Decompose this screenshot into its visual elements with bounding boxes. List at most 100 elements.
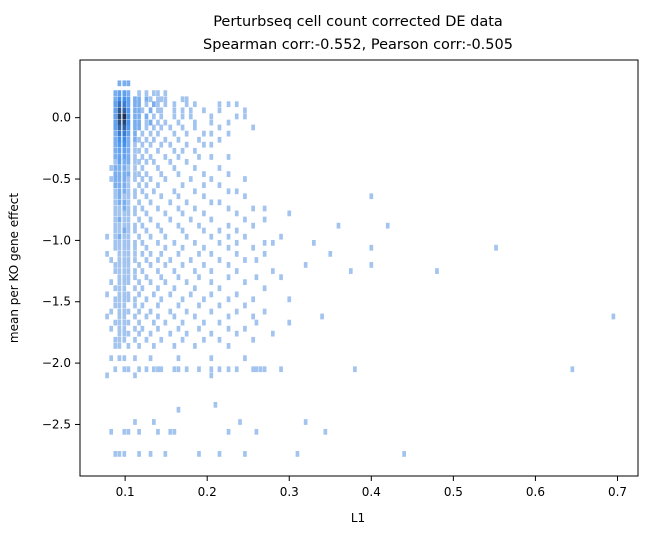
heatmap-bin bbox=[152, 419, 156, 425]
heatmap-bin bbox=[163, 136, 168, 143]
heatmap-bin bbox=[133, 355, 137, 362]
heatmap-bin bbox=[126, 227, 131, 234]
heatmap-bin bbox=[113, 188, 118, 195]
heatmap-bin bbox=[172, 268, 177, 274]
heatmap-bin bbox=[243, 107, 247, 114]
heatmap-bin bbox=[213, 401, 218, 408]
heatmap-bin bbox=[184, 101, 189, 108]
heatmap-bin bbox=[122, 227, 127, 234]
heatmap-bin bbox=[148, 154, 153, 160]
heatmap-bin bbox=[197, 274, 201, 281]
heatmap-bin bbox=[209, 308, 214, 315]
heatmap-bin bbox=[202, 319, 206, 326]
heatmap-bin bbox=[122, 355, 127, 362]
heatmap-bin bbox=[353, 366, 357, 373]
heatmap-bin bbox=[148, 199, 153, 206]
heatmap-bin bbox=[126, 176, 131, 182]
heatmap-bin bbox=[109, 308, 114, 315]
heatmap-bin bbox=[226, 428, 231, 435]
heatmap-bin bbox=[126, 130, 131, 137]
heatmap-bin bbox=[270, 330, 275, 337]
heatmap-bin bbox=[133, 188, 137, 195]
heatmap-bin bbox=[126, 165, 131, 171]
heatmap-bin bbox=[126, 124, 131, 131]
heatmap-bin bbox=[202, 262, 206, 268]
heatmap-bin bbox=[163, 90, 168, 97]
heatmap-bin bbox=[126, 101, 131, 108]
heatmap-bin bbox=[156, 222, 160, 229]
heatmap-bin bbox=[180, 113, 185, 120]
heatmap-bin bbox=[188, 291, 193, 298]
heatmap-bin bbox=[156, 366, 160, 373]
heatmap-bin bbox=[133, 124, 137, 131]
heatmap-bin bbox=[133, 176, 137, 182]
heatmap-bin bbox=[137, 319, 141, 326]
heatmap-bin bbox=[144, 101, 149, 108]
heatmap-bin bbox=[126, 199, 131, 206]
heatmap-bin bbox=[122, 268, 127, 274]
heatmap-bin bbox=[385, 222, 390, 229]
heatmap-bin bbox=[270, 268, 275, 274]
heatmap-bin bbox=[109, 279, 114, 285]
heatmap-bin bbox=[172, 147, 177, 154]
heatmap-bin bbox=[226, 296, 231, 303]
heatmap-bin bbox=[180, 296, 185, 303]
heatmap-bin bbox=[180, 182, 185, 189]
heatmap-bin bbox=[209, 233, 214, 240]
heatmap-bin bbox=[144, 274, 149, 281]
heatmap-bin bbox=[172, 285, 177, 292]
heatmap-bin bbox=[133, 239, 137, 246]
heatmap-bin bbox=[137, 113, 141, 120]
heatmap-bin bbox=[122, 96, 127, 103]
heatmap-bin bbox=[122, 302, 127, 309]
heatmap-bin bbox=[193, 285, 197, 292]
heatmap-bin bbox=[122, 428, 127, 435]
heatmap-bin bbox=[176, 406, 181, 413]
heatmap-bin bbox=[217, 199, 222, 206]
heatmap-bin bbox=[209, 154, 214, 160]
heatmap-bin bbox=[193, 147, 197, 154]
heatmap-bin bbox=[226, 244, 231, 251]
heatmap-bin bbox=[156, 313, 160, 320]
heatmap-bin bbox=[197, 325, 201, 332]
heatmap-bin bbox=[163, 210, 168, 217]
heatmap-bin bbox=[126, 136, 131, 143]
heatmap-bin bbox=[152, 158, 156, 165]
heatmap-bin bbox=[113, 90, 118, 97]
heatmap-bin bbox=[197, 136, 201, 143]
heatmap-bin bbox=[172, 101, 177, 108]
x-tick-label: 0.3 bbox=[280, 485, 299, 499]
heatmap-bin bbox=[144, 366, 149, 373]
heatmap-bin bbox=[152, 136, 156, 143]
heatmap-bin bbox=[287, 296, 292, 303]
heatmap-bin bbox=[117, 124, 122, 131]
heatmap-bin bbox=[243, 302, 247, 309]
heatmap-bin bbox=[172, 428, 177, 435]
heatmap-bin bbox=[113, 285, 118, 292]
heatmap-bin bbox=[117, 330, 122, 337]
heatmap-bin bbox=[226, 262, 231, 268]
heatmap-bin bbox=[137, 291, 141, 298]
heatmap-bin bbox=[140, 176, 145, 182]
heatmap-bin bbox=[113, 107, 118, 114]
heatmap-bin bbox=[126, 141, 131, 148]
heatmap-bin bbox=[176, 205, 181, 212]
heatmap-bin bbox=[180, 124, 185, 131]
heatmap-bin bbox=[156, 239, 160, 246]
heatmap-bin bbox=[113, 343, 118, 349]
heatmap-bin bbox=[152, 319, 156, 326]
heatmap-bin bbox=[144, 171, 149, 178]
heatmap-bin bbox=[140, 188, 145, 195]
heatmap-bin bbox=[126, 216, 131, 223]
heatmap-bin bbox=[209, 130, 214, 137]
heatmap-bin bbox=[234, 251, 239, 257]
heatmap-bin bbox=[251, 336, 255, 343]
heatmap-bin bbox=[180, 244, 185, 251]
heatmap-bin bbox=[287, 210, 292, 217]
heatmap-bin bbox=[217, 257, 222, 263]
heatmap-bin bbox=[180, 336, 185, 343]
heatmap-bin bbox=[176, 251, 181, 257]
heatmap-bin bbox=[126, 279, 131, 285]
heatmap-bin bbox=[140, 141, 145, 148]
